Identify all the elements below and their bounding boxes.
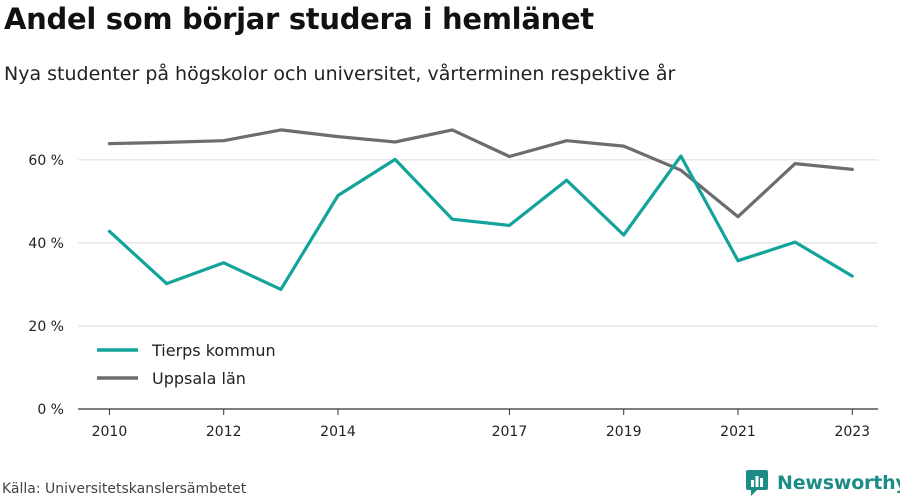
brand-name: Newsworthy: [777, 472, 900, 494]
line-chart: 0 % 20 % 40 % 60 % 2010 2012 2014 2017 2019 2021 2…: [28, 128, 878, 440]
series-line-uppsala-lan: [107, 128, 854, 219]
x-tick-label: 2017: [492, 424, 528, 440]
legend-label: Uppsala län: [152, 369, 246, 388]
chart-legend: Tierps kommun Uppsala län: [88, 334, 298, 396]
x-tick-label: 2010: [92, 424, 128, 440]
newsworthy-logo-icon: [746, 470, 768, 496]
x-tick-label: 2023: [834, 424, 870, 440]
y-tick-label: 0 %: [37, 402, 64, 418]
x-tick-label: 2021: [720, 424, 756, 440]
x-tick-label: 2012: [206, 424, 242, 440]
brand-logo-block: Newsworthy: [745, 468, 900, 498]
chart-title: Andel som börjar studera i hemlänet: [4, 2, 594, 36]
x-tick-label: 2019: [606, 424, 642, 440]
chart-subtitle: Nya studenter på högskolor och universit…: [4, 63, 676, 85]
y-tick-label: 20 %: [28, 319, 64, 335]
y-tick-label: 60 %: [28, 153, 64, 169]
legend-background: [88, 334, 298, 396]
y-tick-label: 40 %: [28, 236, 64, 252]
series-line-tierps-kommun: [107, 154, 854, 291]
x-tick-label: 2014: [320, 424, 356, 440]
legend-label: Tierps kommun: [151, 341, 276, 360]
source-note: Källa: Universitetskanslersämbetet: [2, 481, 247, 497]
